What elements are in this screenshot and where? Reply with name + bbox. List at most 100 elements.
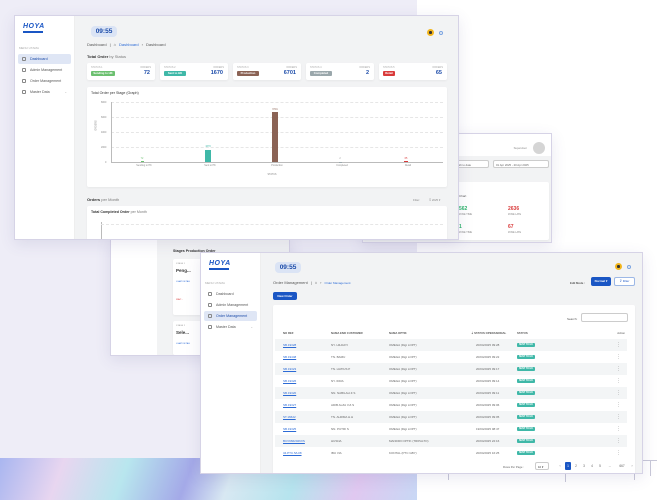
bar-sending[interactable] bbox=[141, 161, 144, 162]
home-icon[interactable]: ⌂ bbox=[314, 280, 318, 285]
more-actions-icon[interactable]: ⋮ bbox=[616, 366, 621, 372]
more-actions-icon[interactable]: ⋮ bbox=[616, 402, 621, 408]
page-title: Order Management bbox=[273, 280, 308, 285]
stat-value: 1670 bbox=[210, 70, 223, 76]
home-icon[interactable]: ⌂ bbox=[113, 42, 117, 47]
more-actions-icon[interactable]: ⋮ bbox=[616, 414, 621, 420]
more-actions-icon[interactable]: ⋮ bbox=[616, 342, 621, 348]
filter-icon: ⊽ bbox=[619, 279, 622, 283]
bar-value: 1670 bbox=[205, 145, 211, 148]
sidebar-item-master-data[interactable]: Master Data ⌄ bbox=[204, 322, 257, 332]
gear-icon[interactable] bbox=[627, 265, 631, 269]
order-ref-link[interactable]: SB.19448 bbox=[283, 355, 297, 359]
search-input[interactable] bbox=[581, 313, 628, 322]
status-badge: Sending to HK bbox=[91, 71, 115, 76]
y-tick: 8000 bbox=[101, 101, 107, 104]
table-row[interactable]: SB.19328 NY. HILDAYI OMEGA (Digi LOPT) 20/0… bbox=[275, 339, 627, 351]
stage-card[interactable]: STAGE 1 Peng... LIHAT DETAIL WAIT... bbox=[173, 259, 203, 315]
avatar[interactable] bbox=[615, 263, 622, 270]
sidebar-item-admin[interactable]: Admin Management bbox=[18, 65, 71, 75]
more-actions-icon[interactable]: ⋮ bbox=[616, 438, 621, 444]
table-row[interactable]: SB.19326 NY. IDRA OMEGA (Digi LOPT) 20/04/2… bbox=[275, 375, 627, 387]
page-button[interactable]: 5 bbox=[599, 464, 601, 468]
page-button[interactable]: 667 bbox=[619, 464, 625, 468]
zone-value: 67 bbox=[508, 224, 514, 230]
order-ref-link[interactable]: SB.19320 bbox=[283, 391, 297, 395]
customer-name: TN. HATIUS P bbox=[331, 367, 351, 371]
bar-sent[interactable] bbox=[205, 149, 211, 162]
x-tick: Completed bbox=[336, 164, 348, 167]
avatar[interactable] bbox=[427, 29, 434, 36]
filter-button[interactable]: ⊽ Filter bbox=[614, 277, 635, 286]
table-row[interactable]: ST.16622 TN. AHRMA H.H OMEGA (Digi LOPT) 20… bbox=[275, 411, 627, 423]
col-header-status[interactable]: STATUS bbox=[517, 331, 528, 335]
sidebar-item-orders[interactable]: Order Management bbox=[204, 311, 257, 321]
more-actions-icon[interactable]: ⋮ bbox=[616, 354, 621, 360]
breadcrumb-link[interactable]: Order Management bbox=[324, 280, 351, 285]
stat-card[interactable]: STATUS 3 ORDERS Production 6701 bbox=[233, 63, 301, 80]
more-actions-icon[interactable]: ⋮ bbox=[616, 426, 621, 432]
bar-production[interactable] bbox=[272, 112, 278, 162]
rows-per-page-select[interactable]: 10 ▾ bbox=[535, 462, 549, 470]
sidebar-item-admin[interactable]: Admin Management bbox=[204, 300, 257, 310]
more-actions-icon[interactable]: ⋮ bbox=[616, 378, 621, 384]
col-header-ref[interactable]: NO REF bbox=[283, 331, 294, 335]
table-row[interactable]: SB.19327 ADIB ALZA V.Z.S OMEGA (Digi LOPT)… bbox=[275, 399, 627, 411]
new-order-button[interactable]: New Order bbox=[273, 292, 297, 300]
stat-card[interactable]: STATUS 4 ORDERS Completed 2 bbox=[306, 63, 374, 80]
status-section-title: Total Order by Status bbox=[87, 54, 126, 59]
title-bold: Total Order bbox=[87, 54, 109, 59]
stat-card[interactable]: STATUS 2 ORDERS Sent to HK 1670 bbox=[160, 63, 228, 80]
stage-detail-link[interactable]: LIHAT DETAIL bbox=[176, 281, 191, 283]
page-button[interactable]: ‹ bbox=[559, 464, 561, 468]
sidebar-item-dashboard[interactable]: Dashboard bbox=[204, 289, 257, 299]
order-ref-link[interactable]: SB.19326 bbox=[283, 379, 297, 383]
breadcrumb-separator: | bbox=[109, 42, 111, 47]
order-ref-link[interactable]: 34.PTC.5/L08 bbox=[283, 451, 302, 455]
stage-card[interactable]: STAGE 2 Sele... LIHAT DETAIL bbox=[173, 321, 203, 355]
date-range-input[interactable]: 01 Apr 2025 - 20 Apr 2025 bbox=[493, 160, 549, 168]
stage-detail-link[interactable]: LIHAT DETAIL bbox=[176, 343, 191, 345]
page-button[interactable]: 4 bbox=[591, 464, 593, 468]
page-button[interactable]: › bbox=[631, 464, 633, 468]
dashboard-icon bbox=[22, 57, 26, 61]
col-header-optik[interactable]: NAMA OPTIK bbox=[389, 331, 407, 335]
table-row[interactable]: SB.19325 NN. PUTRI S OMEGA (Digi LOPT) 19/0… bbox=[275, 423, 627, 435]
more-actions-icon[interactable]: ⋮ bbox=[616, 450, 621, 456]
year-filter[interactable]: ⊽ 2025 ▾ bbox=[429, 198, 441, 202]
order-ref-link[interactable]: ST.16622 bbox=[283, 415, 296, 419]
page-button[interactable]: 2 bbox=[575, 464, 577, 468]
table-row[interactable]: SB.19320 NN. NABILAH Z.S OMEGA (Digi LOPT)… bbox=[275, 387, 627, 399]
page-button[interactable]: 1 bbox=[565, 462, 571, 470]
order-ref-link[interactable]: SB.19325 bbox=[283, 427, 297, 431]
sidebar-item-orders[interactable]: Order Management bbox=[18, 76, 71, 86]
sidebar-item-master-data[interactable]: Master Data ⌄ bbox=[18, 87, 71, 97]
order-ref-link[interactable]: SB.19328 bbox=[283, 343, 297, 347]
page-button[interactable]: 3 bbox=[583, 464, 585, 468]
col-header-customer[interactable]: NAMA END CUSTOMER bbox=[331, 331, 363, 335]
order-ref-link[interactable]: BCV9662026XS bbox=[283, 439, 305, 443]
zone-value: 2636 bbox=[508, 206, 520, 212]
stage-tag: STAGE 1 bbox=[176, 263, 186, 265]
table-row[interactable]: BCV9662026XS HUSNA MANDIRI OPTIK (TRIPALTO… bbox=[275, 435, 627, 447]
order-ref-link[interactable]: SB.19327 bbox=[283, 403, 297, 407]
table-row[interactable]: 34.PTC.5/L08 IBU VIA KONTAL (PTC GBY) 20/04… bbox=[275, 447, 627, 459]
user-icon bbox=[22, 68, 26, 72]
stat-card[interactable]: STATUS 1 ORDERS Sending to HK 72 bbox=[87, 63, 155, 80]
user-avatar-icon[interactable] bbox=[533, 142, 545, 154]
table-row[interactable]: SB.19323 TN. HATIUS P OMEGA (Digi LOPT) 20/… bbox=[275, 363, 627, 375]
gear-icon[interactable] bbox=[439, 31, 443, 35]
table-row[interactable]: SB.19448 TN. BAMU OMEGA (Digi LOPT) 20/04/2… bbox=[275, 351, 627, 363]
order-ref-link[interactable]: SB.19323 bbox=[283, 367, 297, 371]
breadcrumb-link[interactable]: Dashboard bbox=[119, 42, 139, 47]
col-header-status-operational[interactable]: ⇣ STATUS OPERASIONAL bbox=[471, 331, 507, 335]
bar-value: 72 bbox=[140, 157, 144, 160]
bar-retail[interactable] bbox=[404, 161, 408, 162]
zone-label: ZONE TIME bbox=[459, 213, 472, 216]
more-actions-icon[interactable]: ⋮ bbox=[616, 390, 621, 396]
sidebar-item-dashboard[interactable]: Dashboard bbox=[18, 54, 71, 64]
edit-mode-select[interactable]: Normal ▾ bbox=[591, 277, 611, 286]
stage-warning: WAIT... bbox=[176, 299, 183, 301]
stat-card[interactable]: STATUS 5 ORDERS Retail 65 bbox=[379, 63, 447, 80]
status-badge: Retail bbox=[383, 71, 395, 76]
